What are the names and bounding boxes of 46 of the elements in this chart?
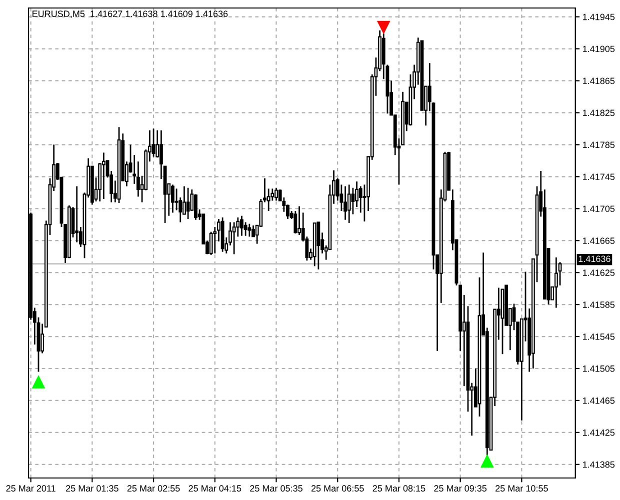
point (32, 376, 45, 388)
y-tick-label: 1.41585 (582, 302, 615, 308)
candlestick (171, 184, 174, 214)
y-tick-label: 1.41385 (582, 461, 615, 468)
point (480, 454, 494, 468)
x-tick-label: 25 Mar 06:55 (311, 485, 364, 492)
candlestick (232, 222, 236, 255)
candlestick (316, 222, 320, 270)
x-tick-label: 25 Mar 09:35 (434, 485, 487, 492)
candlestick (274, 187, 278, 202)
candlestick (554, 256, 558, 308)
x-tick-label: 25 Mar 01:35 (66, 485, 118, 492)
candlestick (152, 128, 156, 158)
candlestick (209, 231, 213, 256)
x-tick-label: 25 Mar 04:15 (188, 485, 242, 492)
y-tick-label: 1.41465 (582, 397, 615, 404)
y-tick-label: 1.41625 (582, 270, 615, 276)
candlestick (344, 186, 347, 221)
chart-title: EURUSD,M5 1.41627 1.41638 1.41609 1.41636 (32, 10, 228, 18)
candlestick (174, 188, 178, 211)
y-tick-label: 1.41745 (582, 174, 615, 180)
candlestick (248, 223, 252, 238)
candlestick (347, 184, 351, 224)
x-tick-label: 25 Mar 05:35 (250, 485, 302, 492)
candlestick (240, 215, 244, 236)
candlestick (102, 152, 106, 200)
candlestick (194, 194, 198, 221)
x-tick-label: 25 Mar 2011 (6, 485, 56, 492)
point (377, 20, 390, 34)
y-tick-label: 1.41865 (582, 78, 615, 84)
y-tick-label: 1.41705 (582, 206, 615, 212)
candlestick (75, 186, 79, 243)
y-tick-label: 1.41665 (582, 238, 615, 244)
y-tick-label: 1.41425 (582, 429, 615, 436)
x-tick-label: 25 Mar 02:55 (127, 485, 180, 492)
y-tick-label: 1.41825 (582, 110, 615, 116)
y-tick-label: 1.41785 (582, 142, 615, 148)
y-tick-label: 1.41945 (582, 14, 615, 20)
y-tick-label: 1.41905 (582, 46, 615, 52)
y-tick-label: 1.41545 (582, 334, 615, 340)
y-tick-label: 1.41505 (582, 365, 615, 372)
candlestick (186, 187, 190, 220)
ref-line-label: 1.41636 (578, 256, 610, 262)
x-tick-label: 25 Mar 08:15 (372, 485, 426, 492)
x-tick-label: 25 Mar 10:55 (496, 485, 548, 492)
candlestick (294, 210, 298, 234)
